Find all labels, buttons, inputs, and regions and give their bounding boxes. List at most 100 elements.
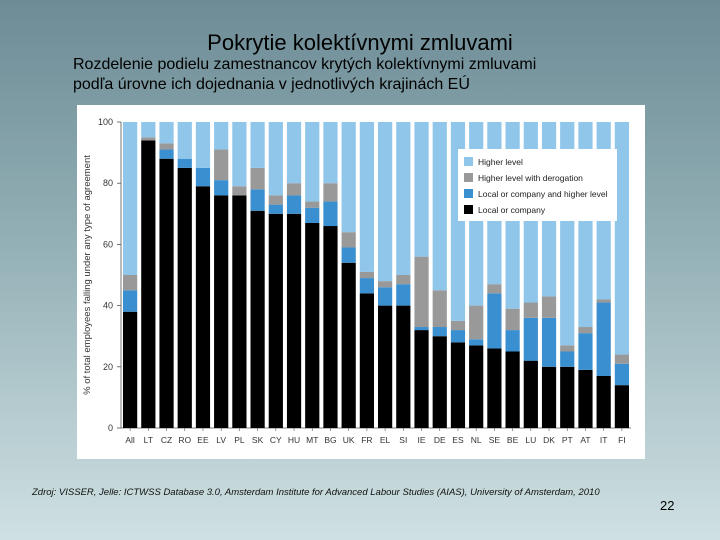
bar-segment	[450, 320, 466, 331]
bar-segment	[341, 232, 356, 248]
bar-segment	[560, 366, 575, 428]
bar-segment	[305, 122, 320, 202]
bar-segment	[323, 201, 338, 227]
bar-segment	[214, 195, 229, 428]
bar-segment	[359, 271, 374, 279]
bar-segment	[432, 327, 447, 337]
bar-segment	[378, 287, 393, 306]
bar-segment	[432, 122, 447, 291]
bar-segment	[614, 385, 629, 428]
bar-segment	[450, 330, 466, 343]
bar-segment	[177, 158, 192, 168]
x-tick-label: DK	[543, 435, 555, 445]
bar-segment	[469, 345, 484, 428]
x-tick-label: EL	[380, 435, 391, 445]
bar-segment	[541, 317, 557, 367]
x-tick-label: HU	[288, 435, 300, 445]
legend-label: Higher level with derogation	[478, 173, 583, 183]
bar-segment	[159, 158, 174, 428]
legend-label: Local or company	[478, 205, 546, 215]
bar-segment	[341, 122, 356, 233]
bar-segment	[359, 122, 374, 272]
bar-segment	[487, 284, 502, 294]
bar-segment	[123, 290, 138, 312]
y-tick-label: 60	[103, 239, 113, 249]
bar-segment	[232, 122, 247, 187]
bar-segment	[378, 305, 393, 428]
bar-segment	[341, 262, 356, 428]
bar-segment	[305, 207, 320, 223]
bar-segment	[541, 366, 557, 428]
chart-panel: 0 20 40 60 80 100 % of total employees falling…	[77, 105, 645, 459]
x-tick-label: IE	[418, 435, 426, 445]
x-tick-label: BG	[324, 435, 336, 445]
bar-segment	[432, 336, 447, 428]
legend-box	[458, 149, 617, 221]
x-tick-label: RO	[178, 435, 191, 445]
bar-segment	[214, 149, 229, 181]
x-tick-label: ES	[452, 435, 464, 445]
bar-segment	[123, 122, 138, 275]
bar-segment	[396, 305, 411, 428]
x-tick-label: FR	[361, 435, 372, 445]
bar-segment	[396, 122, 411, 275]
bar-segment	[560, 345, 575, 352]
subtitle-line-2: podľa úrovne ich dojednania v jednotlivý…	[73, 76, 470, 93]
bar-segment	[195, 186, 211, 428]
y-tick-label: 0	[108, 423, 113, 433]
bar-segment	[596, 375, 611, 428]
x-tick-label: CZ	[161, 435, 172, 445]
bar-segment	[414, 330, 429, 428]
bar-segment	[141, 140, 156, 429]
x-tick-label: All	[125, 435, 135, 445]
bar-segment	[414, 122, 429, 257]
x-tick-label: BE	[507, 435, 519, 445]
bar-segment	[523, 317, 538, 361]
bar-segment	[450, 342, 466, 428]
subtitle-line-1: Rozdelenie podielu zamestnancov krytých …	[73, 56, 537, 73]
bar-segment	[505, 351, 520, 428]
bar-segment	[232, 186, 247, 196]
bar-segment	[268, 204, 283, 214]
bar-segment	[614, 363, 629, 386]
y-tick-label: 40	[103, 301, 113, 311]
bar-segment	[578, 327, 593, 334]
bar-segment	[578, 333, 593, 370]
legend-swatch	[464, 205, 473, 214]
bar-segment	[487, 348, 502, 428]
x-tick-label: CY	[270, 435, 282, 445]
x-tick-label: LT	[144, 435, 153, 445]
x-tick-label: SE	[489, 435, 501, 445]
x-tick-label: MT	[306, 435, 318, 445]
bar-segment	[541, 296, 557, 318]
bar-segment	[505, 330, 520, 352]
bar-segment	[232, 195, 247, 428]
x-tick-label: IT	[600, 435, 608, 445]
legend-label: Higher level	[478, 157, 523, 167]
bar-segment	[469, 305, 484, 340]
bar-segment	[195, 167, 211, 187]
bar-segment	[159, 149, 174, 159]
bar-segment	[396, 284, 411, 306]
x-tick-label: AT	[580, 435, 590, 445]
bar-segment	[414, 327, 429, 331]
bar-segment	[214, 122, 229, 150]
bar-segment	[578, 369, 593, 428]
chart-legend: Higher level Higher level with derogation…	[458, 149, 617, 221]
bar-segment	[286, 122, 302, 184]
bar-segment	[323, 226, 338, 428]
bar-segment	[141, 122, 156, 138]
bar-segment	[268, 195, 283, 205]
bar-segment	[177, 167, 192, 428]
stacked-bar-chart: 0 20 40 60 80 100 % of total employees falling…	[82, 117, 631, 445]
bar-segment	[268, 122, 283, 196]
bar-segment	[505, 308, 520, 331]
chart-x-labels: All LT CZ RO EE LV PL SK CY HU MT BG UK FR EL SI IE DE ES N…	[125, 435, 625, 445]
bar-segment	[268, 213, 283, 428]
bar-segment	[305, 222, 320, 428]
slide-title: Pokrytie kolektívnymi zmluvami	[207, 30, 513, 55]
x-tick-label: EE	[197, 435, 209, 445]
legend-swatch	[464, 189, 473, 198]
legend-swatch	[464, 157, 473, 166]
page-number: 22	[660, 498, 675, 513]
